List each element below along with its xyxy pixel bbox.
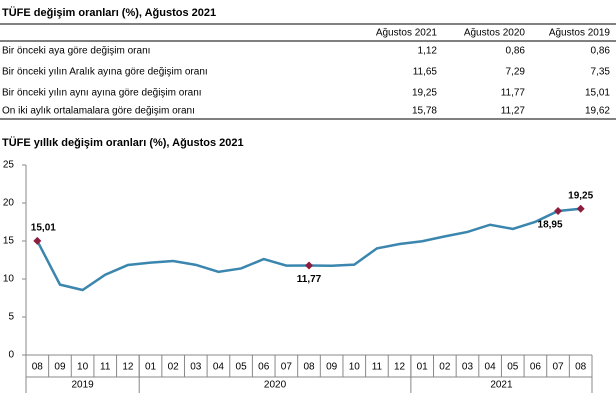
x-tick-label: 11 bbox=[372, 362, 383, 373]
column-header: Ağustos 2021 bbox=[376, 28, 438, 39]
x-tick-label: 08 bbox=[32, 362, 44, 373]
data-label: 19,25 bbox=[568, 190, 593, 201]
x-tick-label: 04 bbox=[485, 362, 497, 373]
table-cell: 15,78 bbox=[412, 106, 437, 117]
x-tick-label: 01 bbox=[417, 362, 429, 373]
x-tick-label: 09 bbox=[326, 362, 338, 373]
x-tick-label: 03 bbox=[462, 362, 474, 373]
x-tick-label: 09 bbox=[54, 362, 66, 373]
y-tick-label: 10 bbox=[3, 274, 15, 285]
x-tick-label: 06 bbox=[258, 362, 270, 373]
table-cell: 11,27 bbox=[501, 106, 526, 117]
y-tick-label: 0 bbox=[8, 350, 14, 361]
table-cell: 11,65 bbox=[413, 67, 438, 78]
x-tick-label: 06 bbox=[530, 362, 542, 373]
table-cell: 19,25 bbox=[412, 88, 437, 99]
data-label: 15,01 bbox=[31, 223, 56, 234]
year-label: 2020 bbox=[264, 380, 287, 391]
x-tick-label: 12 bbox=[122, 362, 134, 373]
x-tick-label: 12 bbox=[394, 362, 406, 373]
table-title: TÜFE değişim oranları (%), Ağustos 2021 bbox=[2, 6, 216, 19]
table-cell: 19,62 bbox=[585, 106, 610, 117]
row-label: On iki aylık ortalamalara göre değişim o… bbox=[2, 106, 195, 117]
x-tick-label: 07 bbox=[281, 362, 293, 373]
table-cell: 7,35 bbox=[591, 67, 611, 78]
table-cell: 7,29 bbox=[506, 67, 526, 78]
x-tick-label: 01 bbox=[145, 362, 157, 373]
point-marker bbox=[576, 204, 585, 213]
x-tick-label: 03 bbox=[190, 362, 202, 373]
table-cell: 0,86 bbox=[506, 46, 526, 57]
point-marker bbox=[554, 206, 563, 215]
data-label: 11,77 bbox=[297, 274, 322, 285]
row-label: Bir önceki yılın Aralık ayına göre değiş… bbox=[2, 67, 208, 78]
column-header: Ağustos 2019 bbox=[549, 28, 611, 39]
x-tick-label: 02 bbox=[439, 362, 451, 373]
x-tick-label: 05 bbox=[236, 362, 248, 373]
year-label: 2019 bbox=[71, 380, 94, 391]
x-tick-label: 10 bbox=[77, 362, 89, 373]
x-tick-label: 11 bbox=[100, 362, 111, 373]
row-label: Bir önceki aya göre değişim oranı bbox=[2, 46, 150, 57]
table-cell: 15,01 bbox=[585, 88, 610, 99]
row-label: Bir önceki yılın aynı ayına göre değişim… bbox=[2, 88, 202, 99]
x-tick-label: 07 bbox=[552, 362, 564, 373]
x-tick-label: 08 bbox=[303, 362, 315, 373]
data-label: 18,95 bbox=[538, 220, 563, 231]
x-tick-label: 05 bbox=[507, 362, 519, 373]
x-tick-label: 10 bbox=[349, 362, 361, 373]
point-marker bbox=[33, 236, 42, 245]
table-cell: 11,77 bbox=[501, 88, 526, 99]
y-tick-label: 20 bbox=[3, 198, 15, 209]
y-tick-label: 25 bbox=[3, 160, 15, 171]
column-header: Ağustos 2020 bbox=[464, 28, 526, 39]
x-tick-label: 08 bbox=[575, 362, 587, 373]
point-marker bbox=[305, 261, 313, 270]
chart-title: TÜFE yıllık değişim oranları (%), Ağusto… bbox=[2, 136, 244, 149]
y-tick-label: 5 bbox=[8, 312, 14, 323]
year-label: 2021 bbox=[490, 380, 513, 391]
x-tick-label: 02 bbox=[168, 362, 180, 373]
table-cell: 0,86 bbox=[591, 46, 611, 57]
x-tick-label: 04 bbox=[213, 362, 225, 373]
table-cell: 1,12 bbox=[418, 46, 438, 57]
y-tick-label: 15 bbox=[3, 236, 15, 247]
